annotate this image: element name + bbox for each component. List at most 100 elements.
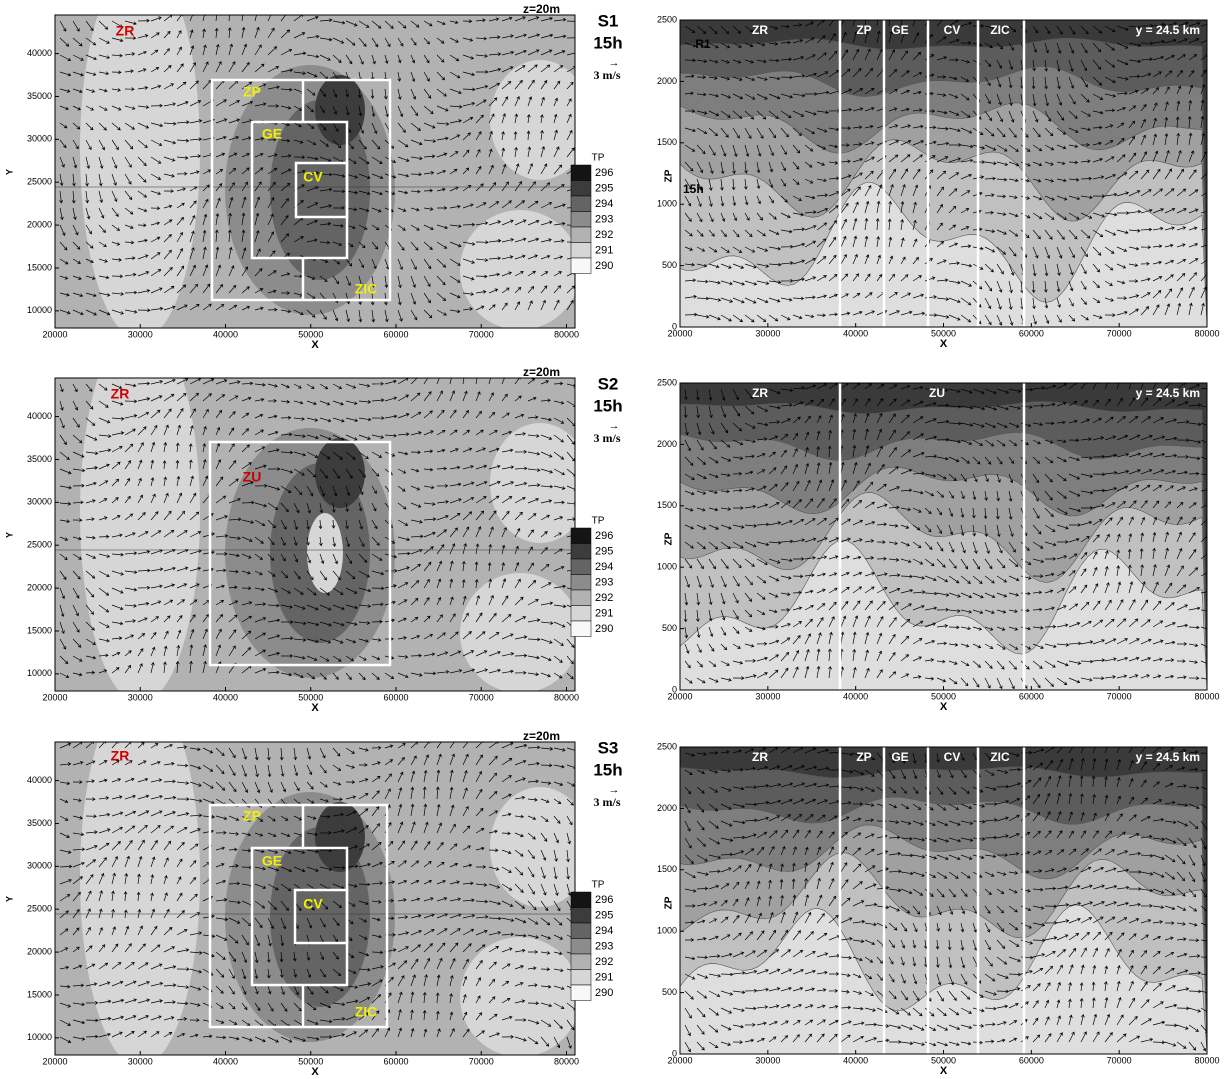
zone-box	[208, 440, 392, 667]
contour-fill	[55, 378, 575, 691]
x-tick-label: 80000	[1194, 328, 1219, 338]
colorbar-label: 293	[595, 213, 613, 225]
y-tick-label: 30000	[27, 861, 52, 871]
ref-label: 3 m/s	[594, 431, 621, 445]
y-tick-label: 15000	[27, 625, 52, 635]
x-tick-label: 40000	[843, 328, 868, 338]
plot-frame	[679, 382, 1208, 691]
y-tick-label: 2500	[657, 377, 677, 387]
x-tick-label: 40000	[213, 1056, 238, 1066]
y-tick-label: 1500	[657, 500, 677, 510]
colorbar-swatch	[570, 969, 592, 986]
x-tick-label: 70000	[469, 1056, 494, 1066]
y-axis-label: Y	[4, 532, 14, 538]
x-tick-label: 30000	[755, 691, 780, 701]
zone-label: ZP	[243, 84, 261, 100]
zone-label: ZU	[243, 469, 262, 485]
colorbar-swatch	[570, 558, 592, 575]
x-tick-label: 40000	[843, 1055, 868, 1065]
colorbar-label: 291	[595, 607, 613, 619]
colorbar-label: 292	[595, 956, 613, 968]
zone-box	[293, 888, 349, 945]
y-tick-label: 0	[672, 1048, 677, 1058]
colorbar-swatch	[570, 589, 592, 606]
x-tick-label: 50000	[931, 1055, 956, 1065]
x-tick-label: 30000	[128, 1056, 153, 1066]
x-tick-label: 20000	[667, 691, 692, 701]
x-tick-label: 60000	[1019, 1055, 1044, 1065]
y-tick-label: 10000	[27, 1032, 52, 1042]
x-tick-label: 80000	[1194, 691, 1219, 701]
y-tick-label: 10000	[27, 668, 52, 678]
y-tick-label: 35000	[27, 454, 52, 464]
x-tick-label: 60000	[383, 692, 408, 702]
contour-fill	[55, 15, 575, 328]
x-tick-label: 70000	[1107, 691, 1132, 701]
shade	[270, 827, 370, 1007]
scenario: S3	[598, 738, 619, 757]
x-tick-label: 80000	[1194, 1055, 1219, 1065]
colorbar-swatch	[570, 527, 592, 544]
y-tick-label: 1000	[657, 926, 677, 936]
wind-vectors	[59, 742, 575, 1049]
shade	[270, 100, 370, 280]
shade	[490, 787, 575, 907]
x-axis-label: X	[311, 702, 319, 714]
x-tick-label: 50000	[298, 329, 323, 339]
x-tick-label: 60000	[383, 329, 408, 339]
x-tick-label: 50000	[931, 328, 956, 338]
plot-frame	[679, 746, 1208, 1055]
y-tick-label: 10000	[27, 305, 52, 315]
colorbar-swatch	[570, 620, 592, 637]
colorbar-swatch	[570, 180, 592, 197]
y-tick-label: 15000	[27, 989, 52, 999]
shade	[460, 210, 575, 328]
x-axis-label: X	[940, 1065, 948, 1077]
colorbar-swatch	[570, 953, 592, 970]
x-tick-label: 30000	[755, 1055, 780, 1065]
wind-vectors	[684, 747, 1207, 1053]
zone-label: ZIC	[990, 750, 1010, 764]
colorbar-label: 291	[595, 971, 613, 983]
y-tick-label: 20000	[27, 582, 52, 592]
zone-label: ZR	[752, 386, 768, 400]
colorbar-label: 296	[595, 530, 613, 542]
shade	[680, 182, 1207, 327]
x-tick-label: 70000	[1107, 1055, 1132, 1065]
y-tick-label: 2000	[657, 439, 677, 449]
x-tick-label: 30000	[755, 328, 780, 338]
zone-label: ZIC	[355, 281, 378, 297]
y-tick-label: 500	[662, 987, 677, 997]
colorbar-label: 294	[595, 198, 613, 210]
zone-label: ZU	[929, 386, 945, 400]
x-tick-label: 20000	[42, 692, 67, 702]
zone-label: GE	[891, 750, 908, 764]
y-tick-label: 30000	[27, 497, 52, 507]
colorbar-swatch	[570, 226, 592, 243]
panel-title: z=20m	[523, 2, 560, 16]
plot-frame	[679, 19, 1208, 328]
y-axis-label: ZP	[664, 896, 675, 909]
contour-fill	[680, 383, 1207, 690]
y-tick-label: 35000	[27, 818, 52, 828]
ref-arrow: →	[609, 420, 620, 432]
contour-fill	[680, 20, 1207, 327]
colorbar-label: 292	[595, 229, 613, 241]
panel-title: y = 24.5 km	[1136, 386, 1200, 400]
zone-box	[294, 161, 349, 219]
shade	[80, 742, 200, 1055]
y-tick-label: 25000	[27, 540, 52, 550]
colorbar-title: TP	[592, 880, 605, 891]
y-tick-label: 0	[672, 684, 677, 694]
x-tick-label: 80000	[554, 329, 579, 339]
shade	[80, 378, 200, 691]
x-tick-label: 30000	[128, 329, 153, 339]
y-tick-label: 1500	[657, 864, 677, 874]
zone-label: ZR	[752, 23, 768, 37]
zone-label: GE	[891, 23, 908, 37]
y-axis-label: Y	[4, 896, 14, 902]
ref-arrow: →	[609, 57, 620, 69]
y-tick-label: 0	[672, 321, 677, 331]
x-axis-label: X	[311, 1066, 319, 1078]
